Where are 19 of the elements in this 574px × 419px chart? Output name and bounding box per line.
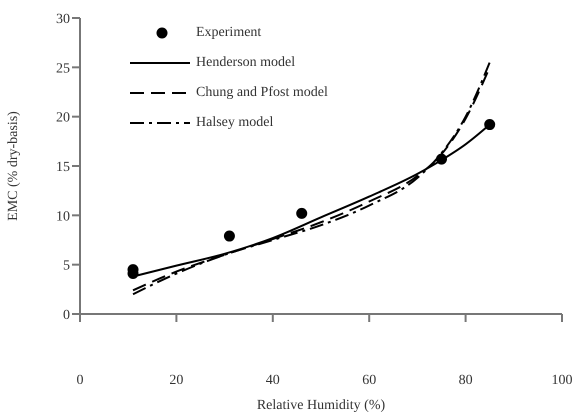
x-axis-title: Relative Humidity (%) [256, 398, 386, 413]
y-tick-label: 5 [63, 258, 70, 274]
x-tick-label: 0 [76, 372, 84, 388]
x-tick-label: 40 [266, 372, 280, 388]
y-tick-label: 10 [56, 209, 70, 224]
x-tick-label: 60 [362, 372, 376, 388]
y-tick-label: 20 [56, 110, 70, 126]
legend-label: Henderson model [196, 55, 296, 71]
x-tick-label: 20 [169, 372, 184, 388]
y-tick-label: 30 [56, 12, 70, 27]
y-tick-label: 15 [56, 160, 70, 175]
legend-label: Experiment [196, 25, 262, 41]
y-tick-label: 0 [63, 308, 70, 323]
x-tick-label: 100 [552, 372, 572, 388]
y-tick-label: 25 [56, 61, 70, 76]
x-tick-label: 80 [458, 372, 473, 388]
legend-label: Halsey model [196, 115, 274, 131]
y-axis-title: EMC (% dry-basis) [6, 110, 21, 221]
legend-label: Chung and Pfost model [196, 85, 328, 101]
